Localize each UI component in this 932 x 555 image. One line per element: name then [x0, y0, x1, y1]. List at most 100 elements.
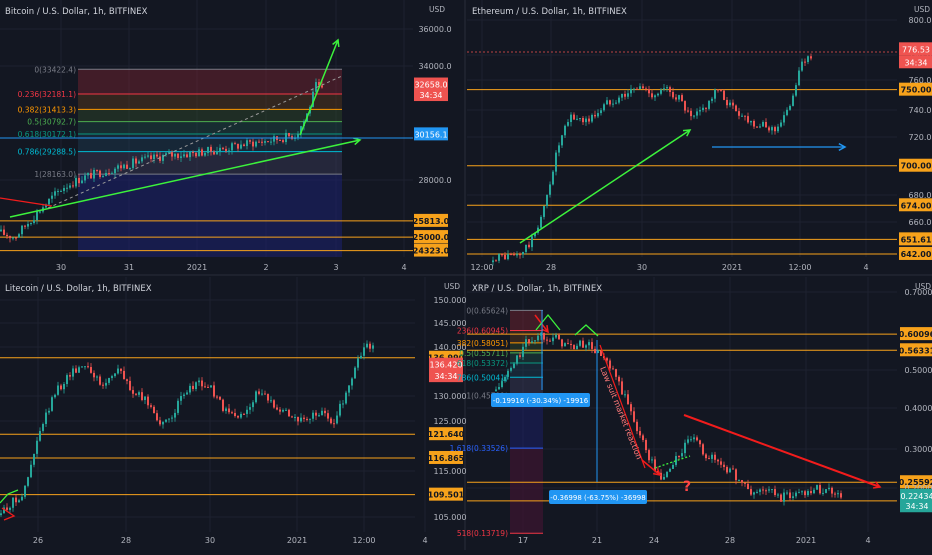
- candle-body: [108, 172, 110, 174]
- candle-body: [165, 153, 167, 156]
- eth-trendline-arrow-head: [682, 129, 692, 137]
- candle-body: [105, 172, 107, 176]
- x-axis-tick-label: 12:00: [470, 263, 493, 272]
- candle-body: [51, 195, 53, 199]
- candle-body: [687, 110, 689, 112]
- level-price-text: 0.56331: [899, 346, 932, 355]
- candle-body: [297, 417, 299, 422]
- candle-body: [810, 56, 812, 59]
- level-price-text: 25000.0: [413, 233, 450, 242]
- candle-body: [534, 232, 536, 237]
- candle-body: [675, 456, 677, 465]
- candle-body: [210, 146, 212, 152]
- candle-body: [726, 99, 728, 106]
- candle-body: [36, 211, 38, 221]
- candle-body: [252, 141, 254, 147]
- candle-body: [156, 413, 158, 421]
- candle-body: [642, 435, 644, 440]
- chart-title: Bitcoin / U.S. Dollar, 1h, BITFINEX: [5, 7, 148, 17]
- x-axis-tick-label: 30: [56, 263, 66, 272]
- candle-body: [552, 337, 554, 342]
- candle-body: [129, 380, 131, 391]
- level-price-tag: [899, 82, 932, 96]
- chart-title: Ethereum / U.S. Dollar, 1h, BITFINEX: [472, 7, 627, 17]
- level-price-text: 109.501: [428, 491, 465, 500]
- fib-zone: [510, 342, 543, 353]
- candle-body: [810, 491, 812, 494]
- candle-body: [759, 126, 761, 128]
- candle-body: [804, 61, 806, 63]
- candle-body: [612, 103, 614, 105]
- candle-body: [633, 88, 635, 90]
- candle-body: [750, 120, 752, 123]
- candle-body: [225, 408, 227, 411]
- candle-body: [264, 393, 266, 395]
- candle-body: [789, 492, 791, 499]
- candle-body: [597, 350, 599, 353]
- candle-body: [288, 409, 290, 417]
- candle-body: [624, 394, 626, 396]
- candle-body: [807, 491, 809, 496]
- candle-body: [519, 355, 521, 357]
- x-axis-tick-label: 30: [637, 263, 647, 272]
- candle-body: [834, 493, 836, 495]
- candle-body: [222, 399, 224, 411]
- candle-body: [9, 236, 11, 239]
- candle-body: [120, 368, 122, 371]
- candle-body: [666, 87, 668, 89]
- candle-body: [540, 332, 542, 336]
- fib-zone: [510, 330, 543, 343]
- candle-body: [270, 400, 272, 402]
- y-axis-tick-label: 130.000: [433, 392, 466, 401]
- candle-body: [594, 348, 596, 353]
- price-tag-text: 32658.0: [414, 81, 447, 90]
- candle-body: [93, 169, 95, 179]
- x-axis-tick-label: 24: [649, 536, 659, 545]
- x-axis-tick-label: 4: [422, 536, 427, 545]
- level-price-tag: [900, 343, 932, 357]
- candle-body: [633, 411, 635, 422]
- level-price-tag: [900, 327, 932, 341]
- candle-body: [195, 152, 197, 157]
- candle-body: [99, 170, 101, 177]
- candle-body: [558, 145, 560, 153]
- candle-body: [336, 415, 338, 424]
- x-axis-tick-label: 21: [592, 536, 602, 545]
- candle-body: [192, 151, 194, 153]
- level-price-tag: [899, 232, 932, 246]
- y-axis-tick-label: 145.000: [433, 319, 466, 328]
- candle-body: [615, 369, 617, 377]
- y-axis-tick-label: 28000.0: [418, 176, 451, 185]
- candle-body: [729, 468, 731, 473]
- candle-body: [762, 121, 764, 127]
- candle-body: [108, 377, 110, 383]
- candle-body: [153, 154, 155, 160]
- candle-body: [516, 254, 518, 256]
- candle-body: [246, 140, 248, 147]
- candle-body: [3, 507, 5, 514]
- candle-body: [615, 102, 617, 104]
- xrp-down-trendline-head: [872, 481, 882, 489]
- candle-body: [786, 492, 788, 494]
- candle-body: [255, 141, 257, 147]
- candle-body: [63, 384, 65, 390]
- candle-body: [183, 394, 185, 396]
- candle-body: [570, 114, 572, 123]
- x-axis-tick-label: 28: [121, 536, 131, 545]
- measure-badge-text: -0.36998 (-63.75%) -36998: [550, 494, 645, 502]
- price-tag-text: 136.420: [429, 361, 462, 370]
- level-price-text: 642.00: [901, 250, 932, 259]
- candle-body: [711, 454, 713, 459]
- candle-body: [672, 464, 674, 469]
- candle-body: [714, 454, 716, 460]
- candle-body: [735, 105, 737, 112]
- level-price-tag: [429, 427, 463, 441]
- candle-body: [258, 141, 260, 143]
- candle-body: [72, 368, 74, 377]
- candle-body: [114, 373, 116, 377]
- candle-body: [99, 376, 101, 385]
- chart-panel-1: 0(33422.4) 0.236(32181.1) 0.382(31413.3) 0.…: [0, 0, 452, 272]
- candle-body: [249, 140, 251, 142]
- candle-body: [207, 146, 209, 153]
